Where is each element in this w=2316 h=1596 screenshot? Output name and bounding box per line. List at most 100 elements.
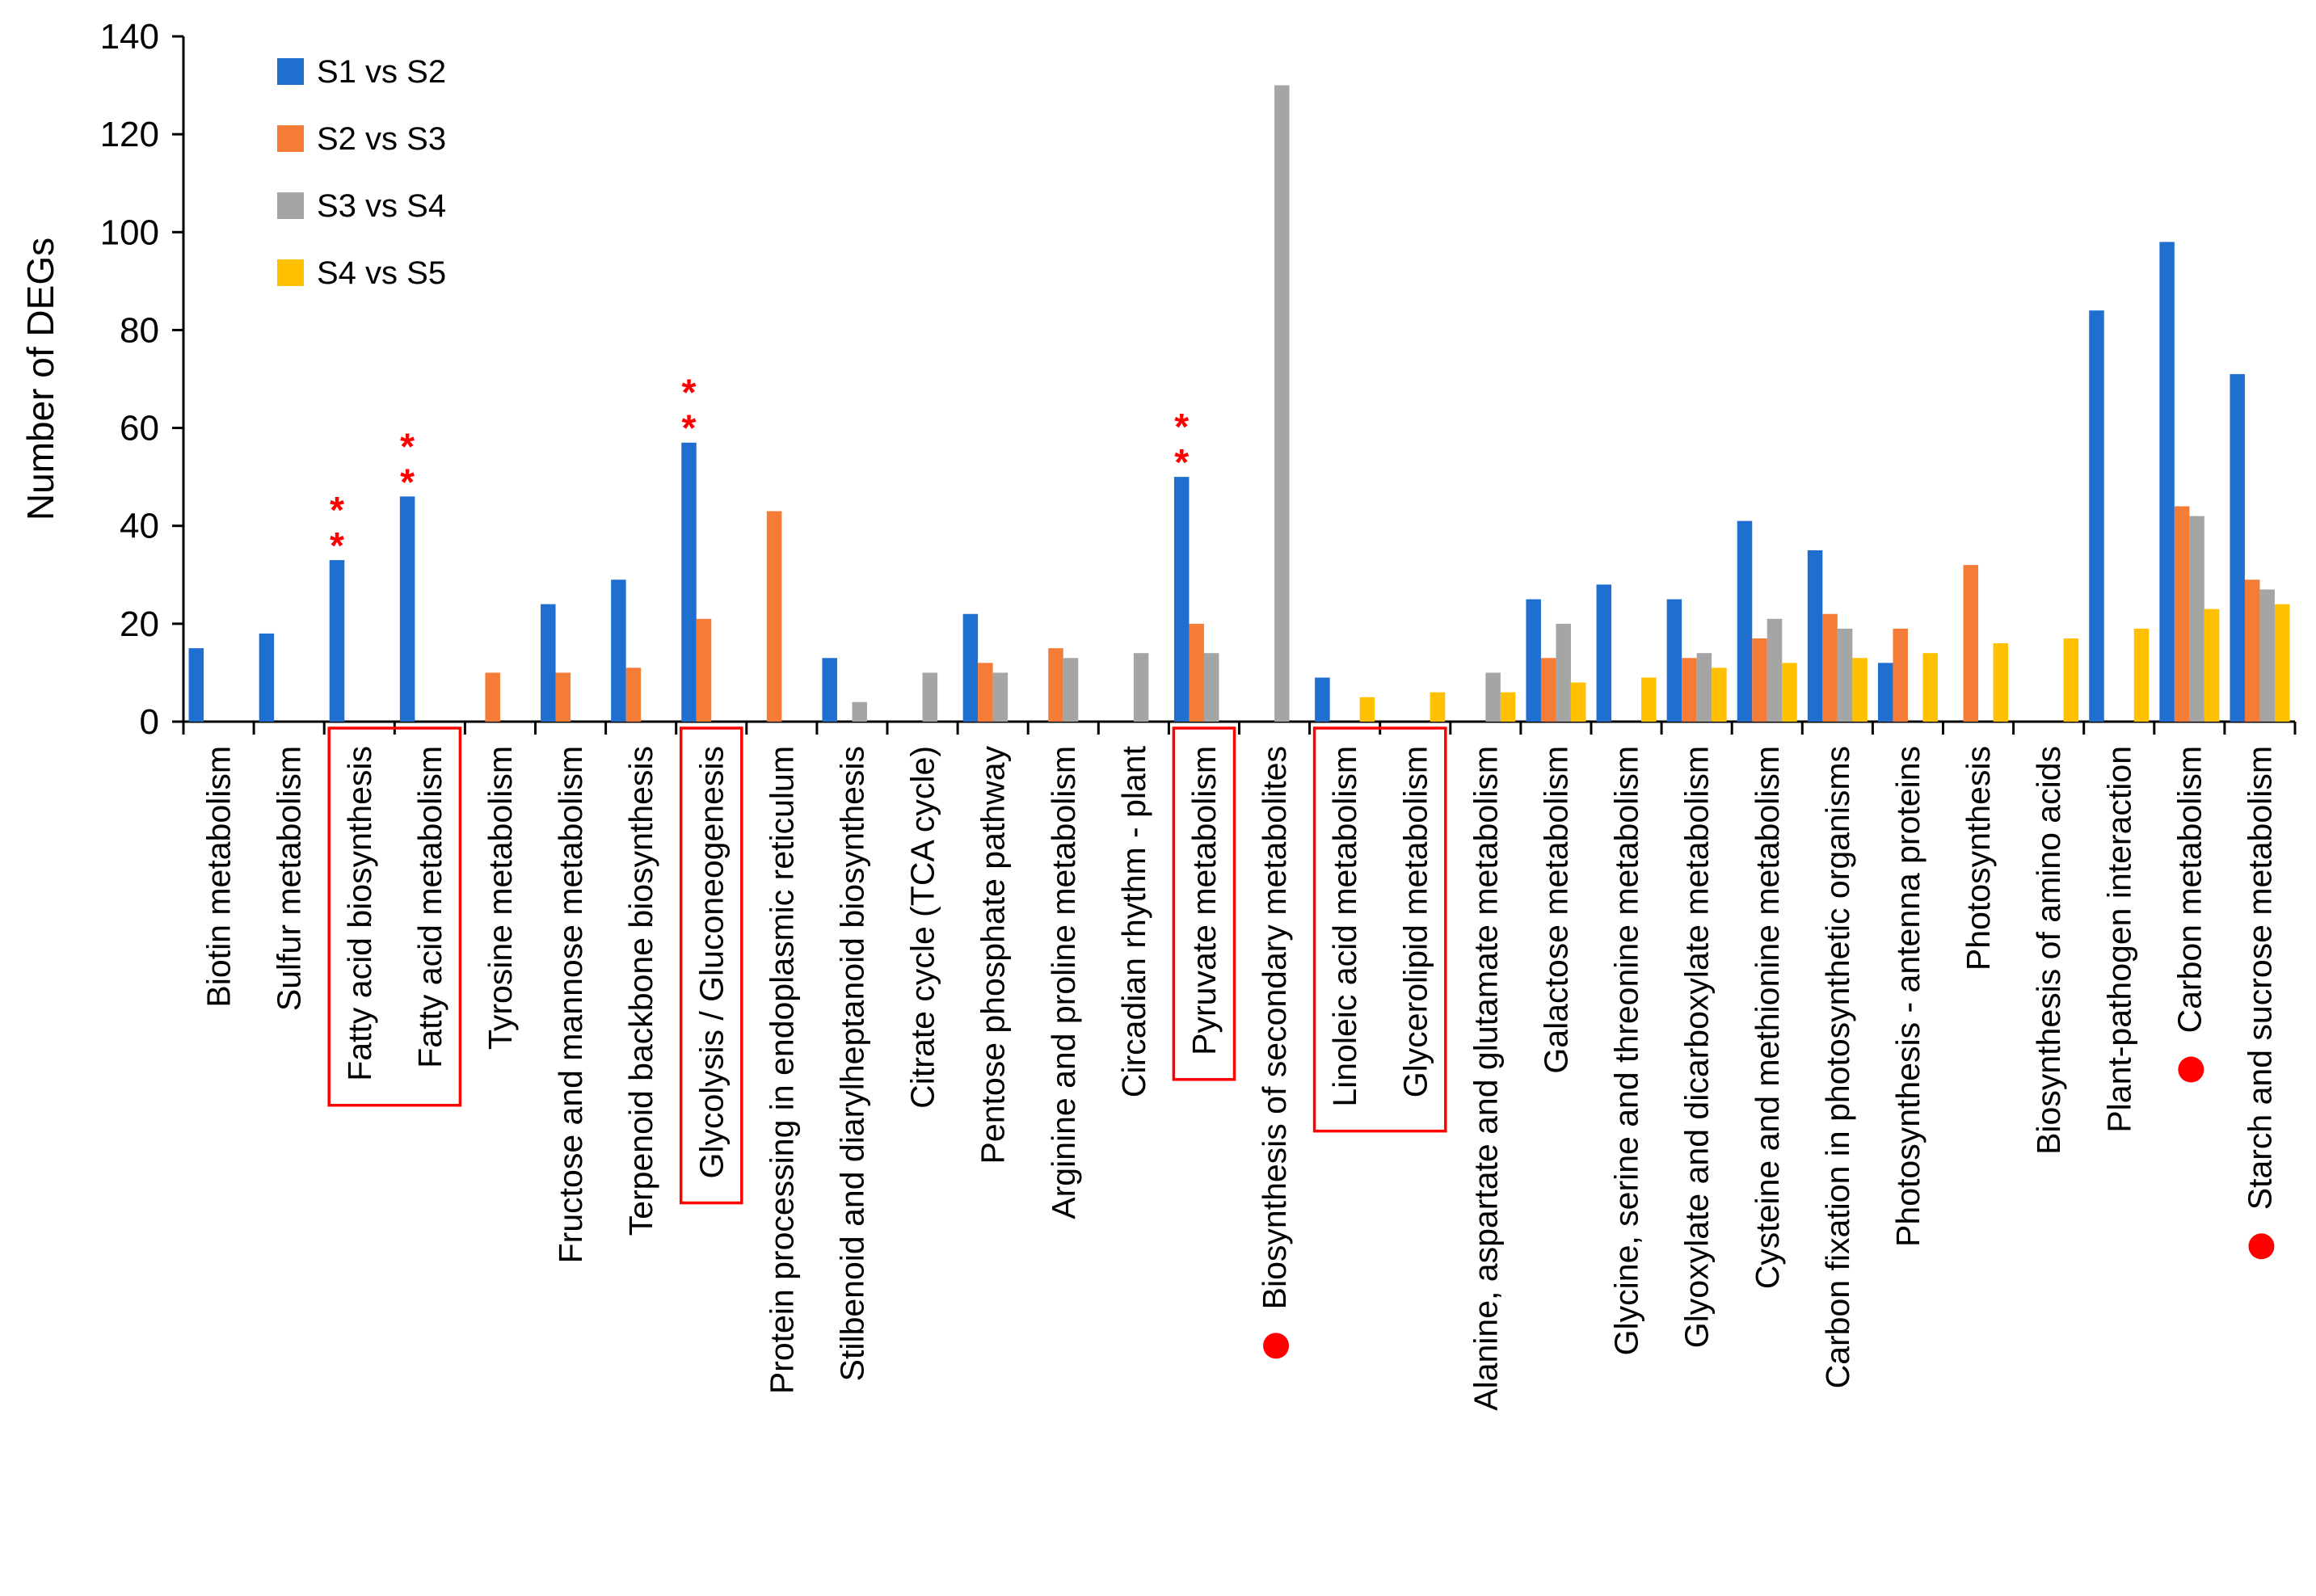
bar-s4-vs-s5-16: [1359, 697, 1375, 722]
bar-s2-vs-s3-5: [555, 672, 571, 722]
bar-s4-vs-s5-29: [2274, 604, 2290, 722]
bar-s1-vs-s2-20: [1596, 584, 1612, 722]
bar-s4-vs-s5-24: [1922, 653, 1938, 722]
bar-s1-vs-s2-7: [681, 442, 697, 722]
category-label-8: Protein processing in endoplasmic reticu…: [763, 746, 800, 1394]
bar-s1-vs-s2-9: [822, 658, 837, 722]
y-tick-label: 80: [120, 310, 159, 350]
legend-swatch: [277, 259, 304, 286]
legend-label: S2 vs S3: [317, 121, 446, 157]
significance-star: *: [682, 372, 697, 414]
bar-s3-vs-s4-11: [992, 672, 1009, 722]
bar-s3-vs-s4-12: [1063, 658, 1079, 722]
bar-s4-vs-s5-19: [1570, 682, 1586, 722]
category-label-21: Glyoxylate and dicarboxylate metabolism: [1678, 746, 1716, 1348]
red-dot-markers: [1263, 1056, 2275, 1359]
category-label-2: Fatty acid biosynthesis: [341, 746, 378, 1081]
category-label-11: Pentose phosphate pathway: [975, 746, 1012, 1164]
bar-s1-vs-s2-11: [962, 613, 979, 722]
category-label-10: Citrate cycle (TCA cycle): [904, 746, 941, 1109]
category-label-16: Linoleic acid metabolism: [1326, 746, 1363, 1107]
bar-s3-vs-s4-9: [852, 701, 867, 722]
bar-s1-vs-s2-5: [541, 604, 556, 722]
bar-s3-vs-s4-19: [1556, 623, 1571, 722]
y-tick-label: 100: [100, 213, 159, 252]
bar-s2-vs-s3-6: [625, 667, 642, 722]
bar-s1-vs-s2-21: [1666, 599, 1682, 722]
category-label-12: Arginine and proline metabolism: [1045, 746, 1082, 1219]
bar-s1-vs-s2-23: [1807, 550, 1823, 722]
category-label-28: Carbon metabolism: [2171, 746, 2208, 1034]
category-label-5: Fructose and mannose metabolism: [552, 746, 589, 1263]
bar-s3-vs-s4-13: [1133, 653, 1149, 722]
y-tick-label: 140: [100, 17, 159, 57]
category-label-3: Fatty acid metabolism: [411, 746, 448, 1068]
red-dot-marker: [2248, 1233, 2275, 1260]
red-dot-marker: [1263, 1333, 1290, 1359]
bar-s2-vs-s3-24: [1893, 628, 1908, 722]
bar-s3-vs-s4-23: [1837, 628, 1853, 722]
bar-s1-vs-s2-16: [1315, 677, 1330, 722]
bar-s2-vs-s3-25: [1963, 565, 1979, 722]
highlight-box: [1172, 726, 1236, 1081]
bar-s2-vs-s3-4: [485, 672, 500, 722]
bar-s4-vs-s5-25: [1993, 643, 2009, 722]
category-label-19: Galactose metabolism: [1537, 746, 1574, 1074]
bar-s2-vs-s3-22: [1752, 638, 1767, 722]
legend-swatch: [277, 125, 304, 152]
bar-s3-vs-s4-28: [2189, 516, 2204, 722]
category-label-24: Photosynthesis - antenna proteins: [1889, 746, 1926, 1247]
red-dot-marker: [2178, 1056, 2204, 1083]
highlight-boxes: [327, 726, 1447, 1205]
significance-star: *: [330, 524, 344, 566]
bar-s2-vs-s3-8: [766, 511, 782, 722]
category-label-9: Stilbenoid and diarylheptanoid biosynthe…: [833, 746, 870, 1381]
bar-s3-vs-s4-29: [2259, 589, 2275, 722]
bar-s1-vs-s2-19: [1526, 599, 1541, 722]
bar-s4-vs-s5-26: [2063, 638, 2079, 722]
bar-s2-vs-s3-7: [696, 618, 712, 722]
bar-s1-vs-s2-24: [1877, 663, 1893, 722]
bar-s3-vs-s4-22: [1766, 618, 1783, 722]
bar-s3-vs-s4-14: [1203, 653, 1219, 722]
category-label-29: Starch and sucrose metabolism: [2241, 746, 2278, 1210]
bar-s1-vs-s2-3: [399, 496, 415, 722]
bar-s2-vs-s3-28: [2174, 506, 2190, 722]
bar-s1-vs-s2-28: [2159, 242, 2175, 722]
highlight-box: [327, 726, 462, 1107]
y-tick-label: 40: [120, 507, 159, 546]
category-label-18: Alanine, aspartate and glutamate metabol…: [1467, 746, 1504, 1411]
bar-s4-vs-s5-27: [2133, 628, 2150, 722]
category-label-15: Biosynthesis of secondary metabolites: [1256, 746, 1293, 1309]
bar-s1-vs-s2-22: [1737, 520, 1753, 722]
y-axis-label: Number of DEGs: [19, 238, 61, 520]
legend: S1 vs S2 S2 vs S3 S3 vs S4 S4 vs S5: [277, 54, 446, 291]
bar-s4-vs-s5-23: [1852, 658, 1868, 722]
category-label-22: Cysteine and methionine metabolism: [1749, 746, 1786, 1289]
category-label-13: Circadian rhythm - plant: [1115, 745, 1152, 1097]
category-label-26: Biosynthesis of amino acids: [2030, 746, 2067, 1155]
category-label-25: Photosynthesis: [1960, 746, 1997, 971]
bar-s2-vs-s3-21: [1682, 658, 1697, 722]
bar-s1-vs-s2-0: [188, 648, 204, 722]
bar-s2-vs-s3-12: [1048, 648, 1063, 722]
bar-s4-vs-s5-21: [1712, 667, 1727, 722]
significance-star: *: [1174, 406, 1189, 448]
category-label-23: Carbon fixation in photosynthetic organi…: [1819, 746, 1856, 1388]
significance-star: *: [400, 461, 415, 503]
legend-swatch: [277, 192, 304, 219]
bar-s4-vs-s5-17: [1430, 692, 1446, 722]
bar-s1-vs-s2-6: [611, 579, 626, 722]
legend-label: S3 vs S4: [317, 188, 446, 224]
category-label-1: Sulfur metabolism: [271, 746, 308, 1011]
category-label-17: Glycerolipid metabolism: [1396, 746, 1434, 1097]
bar-s1-vs-s2-27: [2089, 310, 2104, 722]
bar-s2-vs-s3-29: [2244, 579, 2260, 722]
bar-s1-vs-s2-1: [259, 633, 275, 722]
category-label-6: Terpenoid backbone biosynthesis: [622, 746, 659, 1236]
bar-s4-vs-s5-18: [1500, 692, 1516, 722]
bar-s2-vs-s3-23: [1822, 613, 1838, 722]
legend-swatch: [277, 58, 304, 85]
legend-label: S4 vs S5: [317, 255, 446, 291]
significance-marks: ****** **: [330, 372, 1189, 566]
